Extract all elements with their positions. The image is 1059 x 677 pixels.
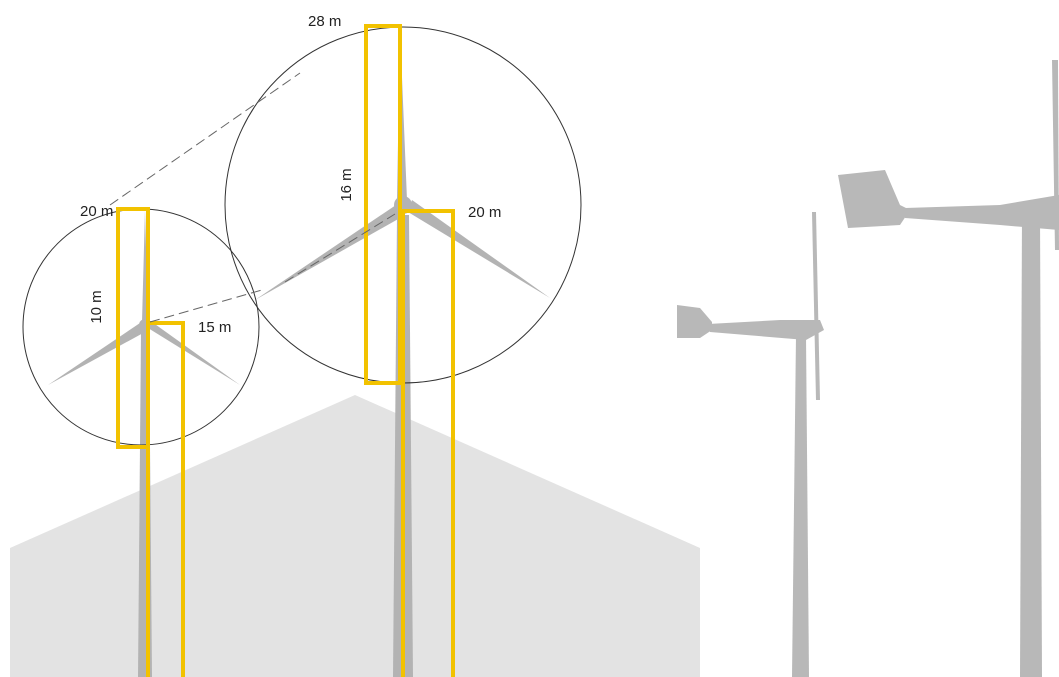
photo-turbines xyxy=(677,60,1059,677)
hub-label: 20 m xyxy=(468,204,501,221)
small-turbine xyxy=(22,207,260,677)
height-label: 28 m xyxy=(308,13,341,30)
hub-label: 15 m xyxy=(198,319,231,336)
zoom-line xyxy=(109,72,301,206)
blade-label: 16 m xyxy=(338,168,355,201)
zoom-line xyxy=(149,289,263,323)
height-label: 20 m xyxy=(80,203,113,220)
blade-label: 10 m xyxy=(88,290,105,323)
large-turbine xyxy=(224,24,582,677)
building-silhouette xyxy=(10,395,700,677)
zoom-line xyxy=(284,213,396,283)
